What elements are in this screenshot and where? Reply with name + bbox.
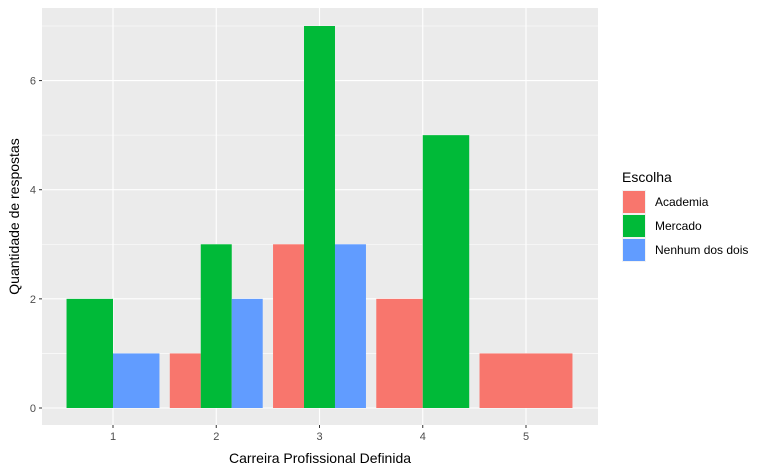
bar-academia-4 [376, 298, 423, 408]
y-axis-title: Quantidade de respostas [6, 138, 22, 294]
bar-nenhum-dos-dois-1 [113, 353, 160, 408]
bar-nenhum-dos-dois-2 [231, 298, 263, 408]
legend-label: Nenhum dos dois [655, 243, 748, 257]
x-tick-label: 4 [420, 431, 426, 443]
y-tick-label: 4 [30, 185, 36, 197]
bar-mercado-3 [304, 26, 335, 408]
bar-mercado-4 [422, 135, 470, 408]
y-tick-label: 2 [30, 294, 36, 306]
bar-mercado-2 [200, 244, 232, 408]
y-tick-label: 6 [30, 76, 36, 88]
y-axis: 0 2 4 6 [30, 76, 42, 415]
bar-academia-5 [479, 353, 573, 408]
bar-mercado-1 [66, 298, 113, 408]
x-axis: 1 2 3 4 5 [110, 425, 529, 443]
legend: Escolha Academia Mercado Nenhum dos dois [622, 169, 748, 262]
bar-academia-2 [169, 353, 201, 408]
y-tick-label: 0 [30, 403, 36, 415]
legend-swatch [623, 191, 645, 213]
legend-label: Mercado [655, 219, 702, 233]
bars [66, 26, 573, 408]
x-tick-label: 1 [110, 431, 116, 443]
x-tick-label: 2 [213, 431, 219, 443]
legend-swatch [623, 215, 645, 237]
legend-label: Academia [655, 195, 709, 209]
x-tick-label: 3 [316, 431, 322, 443]
bar-nenhum-dos-dois-3 [334, 244, 366, 408]
bar-academia-3 [273, 244, 305, 408]
legend-title: Escolha [622, 169, 672, 185]
x-tick-label: 5 [523, 431, 529, 443]
legend-swatch [623, 239, 645, 261]
x-axis-title: Carreira Profissional Definida [229, 450, 411, 466]
